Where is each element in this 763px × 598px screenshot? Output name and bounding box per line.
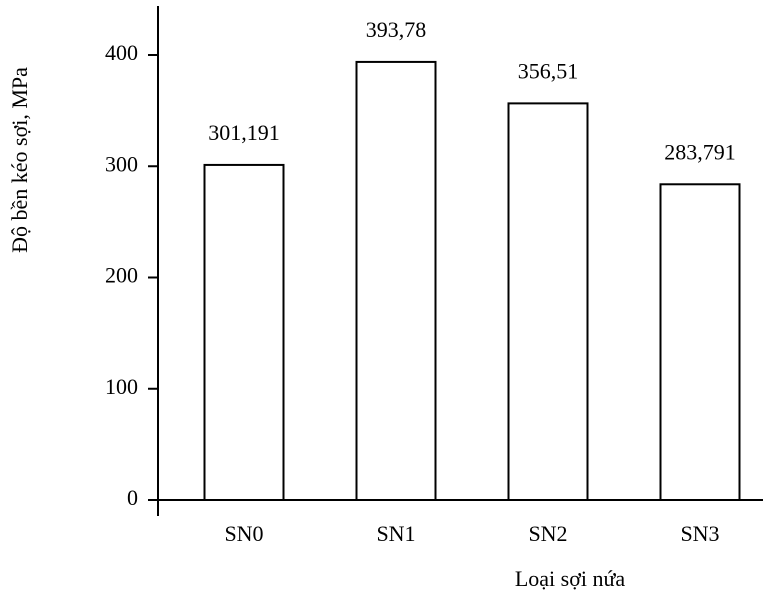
bar bbox=[659, 183, 741, 502]
x-axis-label: Loại sợi nứa bbox=[515, 566, 626, 591]
y-tick-label: 200 bbox=[105, 263, 138, 288]
bar bbox=[507, 102, 589, 501]
x-tick-label: SN0 bbox=[224, 521, 263, 546]
bar bbox=[203, 163, 285, 501]
y-tick-label: 300 bbox=[105, 151, 138, 176]
x-tick-label: SN2 bbox=[528, 521, 567, 546]
data-label: 393,78 bbox=[366, 17, 427, 42]
data-label: 356,51 bbox=[518, 58, 579, 83]
data-label: 301,191 bbox=[208, 120, 280, 145]
bar bbox=[355, 60, 437, 502]
data-label: 283,791 bbox=[664, 139, 736, 164]
x-tick-label: SN1 bbox=[376, 521, 415, 546]
y-tick-label: 400 bbox=[105, 40, 138, 65]
y-tick-label: 100 bbox=[105, 374, 138, 399]
y-axis-label: Độ bền kéo sợi, MPa bbox=[7, 67, 32, 253]
y-tick-label: 0 bbox=[127, 485, 138, 510]
x-tick-label: SN3 bbox=[680, 521, 719, 546]
